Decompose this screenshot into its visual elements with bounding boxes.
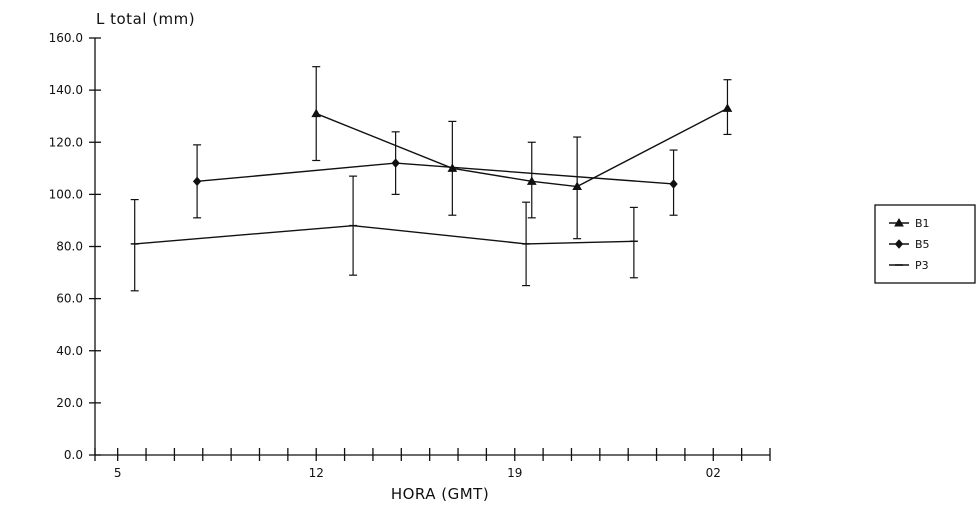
y-tick-label: 60.0 xyxy=(56,292,83,306)
y-tick-label: 100.0 xyxy=(49,187,83,201)
y-tick-label: 20.0 xyxy=(56,396,83,410)
x-axis-title: HORA (GMT) xyxy=(391,485,489,503)
y-tick-label: 140.0 xyxy=(49,83,83,97)
axes: 0.0 20.0 40.0 60.0 80.0 100.0 120.0 140.0 160.0 5… xyxy=(49,31,771,480)
series-b5 xyxy=(192,131,678,219)
x-tick-label: 5 xyxy=(114,466,122,480)
legend: B1 B5 P3 xyxy=(874,204,976,284)
legend-marker-b5 xyxy=(894,239,904,249)
data-point xyxy=(722,103,733,112)
series-line-b1 xyxy=(315,107,728,188)
y-tick-label: 40.0 xyxy=(56,344,83,358)
data-point xyxy=(391,158,400,168)
y-tick-label: 0.0 xyxy=(64,448,83,462)
y-tick-label: 80.0 xyxy=(56,240,83,254)
series-line-p3 xyxy=(134,224,634,245)
x-tick-label: 02 xyxy=(706,466,721,480)
legend-label-b5: B5 xyxy=(915,238,930,251)
y-axis-title: L total (mm) xyxy=(96,10,195,28)
series-b1 xyxy=(311,66,733,240)
legend-label-p3: P3 xyxy=(915,259,929,272)
data-point xyxy=(192,176,202,187)
legend-label-b1: B1 xyxy=(915,217,930,230)
plot-area xyxy=(130,66,733,292)
data-point xyxy=(572,181,583,191)
data-point xyxy=(526,176,537,185)
data-point xyxy=(669,179,678,189)
y-tick-label: 120.0 xyxy=(49,135,83,149)
data-point xyxy=(311,108,322,118)
x-tick-label: 19 xyxy=(507,466,522,480)
series-p3 xyxy=(130,175,638,292)
x-tick-label: 12 xyxy=(309,466,324,480)
legend-marker-b1 xyxy=(894,217,904,227)
y-tick-label: 160.0 xyxy=(49,31,83,45)
